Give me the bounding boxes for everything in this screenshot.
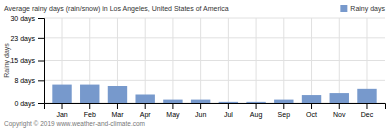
- x-tick-mark: [256, 103, 257, 109]
- grid-line-x: [311, 18, 312, 103]
- grid-line-y: [44, 37, 385, 38]
- x-tick-label: Jun: [195, 111, 206, 118]
- grid-line-x: [256, 18, 257, 103]
- x-tick: Jun: [195, 103, 206, 118]
- bar: [135, 95, 154, 104]
- x-tick-label: Jul: [224, 111, 233, 118]
- y-tick-label: 0 days: [14, 100, 35, 108]
- grid-line-x: [283, 18, 284, 103]
- x-tick: Mar: [111, 103, 124, 118]
- bar: [219, 102, 238, 103]
- y-axis: 0 days 8 days 15 days 23 days 30 days: [10, 15, 44, 108]
- x-tick-label: Dec: [361, 111, 374, 118]
- y-tick-mark: [38, 103, 44, 104]
- x-tick-label: Aug: [250, 111, 263, 119]
- y-tick-label: 15 days: [10, 57, 35, 65]
- x-tick: Sep: [278, 103, 291, 119]
- bar: [357, 89, 376, 103]
- x-tick-label: Sep: [278, 111, 291, 119]
- grid-line-x: [145, 18, 146, 103]
- grid: [44, 18, 385, 103]
- bar: [302, 95, 321, 103]
- legend: Rainy days: [340, 5, 385, 13]
- y-tick-mark: [38, 80, 44, 81]
- x-tick-mark: [89, 103, 90, 109]
- y-tick-label: 23 days: [10, 35, 35, 43]
- x-tick-label: May: [166, 111, 180, 119]
- title: Average rainy days (rain/snow) in Los An…: [4, 5, 229, 13]
- x-tick-mark: [145, 103, 146, 109]
- x-tick-mark: [62, 103, 63, 109]
- x-tick: Apr: [140, 103, 152, 119]
- y-tick: 23 days: [10, 35, 44, 43]
- y-tick-mark: [38, 38, 44, 39]
- y-tick: 30 days: [10, 15, 44, 23]
- y-tick-mark: [38, 61, 44, 62]
- y-tick-mark: [38, 18, 44, 19]
- x-tick: May: [166, 103, 180, 119]
- x-tick-mark: [339, 103, 340, 109]
- bar: [330, 93, 349, 103]
- x-tick-label: Apr: [140, 111, 152, 119]
- x-tick-label: Mar: [111, 111, 124, 118]
- x-axis: Jan Feb Mar Apr May Jun Jul Aug Sep Oct Nov Dec: [45, 103, 386, 119]
- bar: [80, 85, 99, 103]
- x-tick: Nov: [333, 103, 346, 118]
- x-tick-mark: [200, 103, 201, 109]
- annotation: Copyright © 2019 www.weather-and-climate…: [4, 120, 145, 128]
- x-tick: Jan: [56, 103, 67, 118]
- y-tick: 8 days: [14, 77, 44, 85]
- plot: 0 days 8 days 15 days 23 days 30 days Jan Feb M…: [10, 15, 385, 119]
- y-tick-label: 30 days: [10, 15, 35, 23]
- grid-line-x: [228, 18, 229, 103]
- bar: [52, 85, 71, 103]
- y-axis-line: [38, 19, 45, 104]
- y-tick-label: 8 days: [14, 77, 35, 85]
- x-tick: Feb: [84, 103, 96, 118]
- grid-line-y: [44, 80, 385, 81]
- bars: [52, 85, 376, 103]
- x-tick-mark: [228, 103, 229, 109]
- x-tick: Dec: [361, 103, 374, 118]
- x-tick-label: Feb: [84, 111, 96, 118]
- legend-swatch: [340, 5, 347, 12]
- bar: [246, 102, 265, 103]
- legend-label: Rainy days: [350, 5, 385, 13]
- bar: [163, 100, 182, 103]
- x-tick-mark: [366, 103, 367, 109]
- y-axis-title: Rainy days: [3, 43, 11, 78]
- grid-line-x: [200, 18, 201, 103]
- x-tick-mark: [117, 103, 118, 109]
- bar: [274, 100, 293, 103]
- grid-line-x: [172, 18, 173, 103]
- x-axis-line: [45, 104, 386, 110]
- x-tick: Jul: [224, 103, 233, 118]
- y-tick: 0 days: [14, 100, 44, 108]
- x-tick-label: Jan: [56, 111, 67, 118]
- x-tick-mark: [172, 103, 173, 109]
- y-tick: 15 days: [10, 57, 44, 65]
- bar: [191, 100, 210, 103]
- x-tick: Aug: [250, 103, 263, 119]
- x-tick-mark: [283, 103, 284, 109]
- bar: [108, 86, 127, 103]
- grid-line-y: [44, 18, 385, 19]
- x-tick-label: Nov: [333, 111, 346, 118]
- grid-line-x: [339, 18, 340, 103]
- chart: 0 days 8 days 15 days 23 days 30 days Jan Feb M…: [0, 0, 391, 129]
- grid-line-y: [44, 60, 385, 61]
- x-tick: Oct: [306, 103, 317, 118]
- x-tick-mark: [311, 103, 312, 109]
- x-tick-label: Oct: [306, 111, 317, 118]
